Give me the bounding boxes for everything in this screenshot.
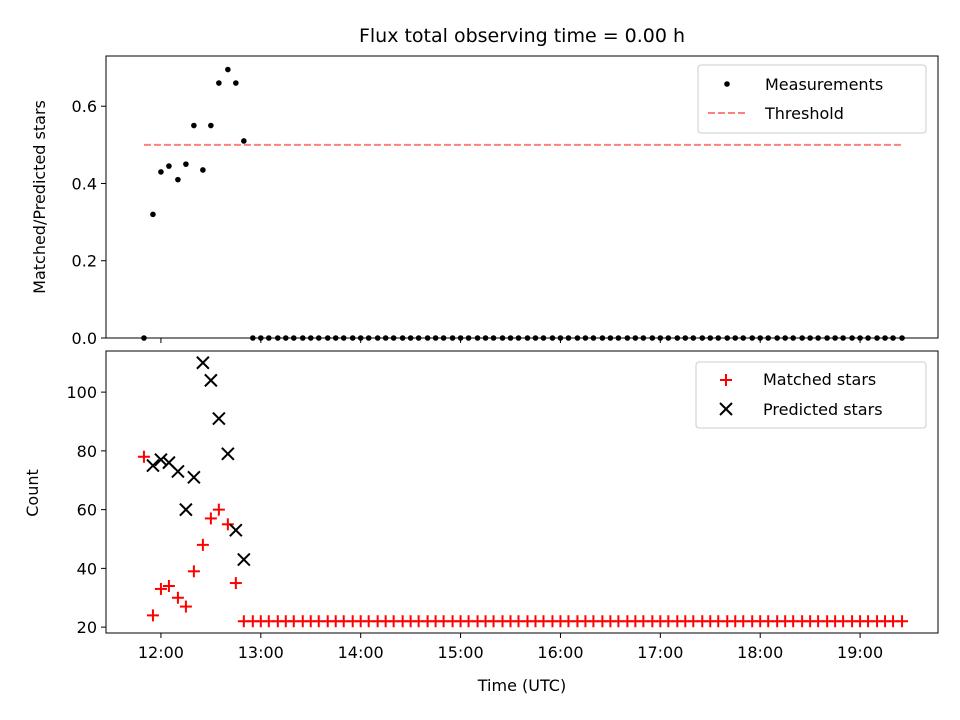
ratio-y-tick-label: 0.2 xyxy=(72,252,97,271)
predicted-stars-point xyxy=(229,523,243,537)
count-axes-frame xyxy=(105,350,939,634)
predicted-stars-point xyxy=(179,502,193,517)
measurement-point xyxy=(166,163,172,169)
measurement-point xyxy=(200,167,206,173)
matched-stars-point xyxy=(204,512,217,525)
chart-title: Flux total observing time = 0.00 h xyxy=(359,25,685,47)
predicted-stars-legend-label: Predicted stars xyxy=(763,400,883,419)
matched-stars-point xyxy=(162,580,175,592)
measurements-legend-marker xyxy=(724,81,730,87)
count-y-tick-label: 20 xyxy=(77,618,97,637)
ratio-legend: Measurements Threshold xyxy=(697,64,927,134)
count-x-tick-label: 17:00 xyxy=(637,643,683,662)
ratio-chart: Flux total observing time = 0.00 h 0.00.… xyxy=(30,25,939,348)
predicted-stars-point xyxy=(154,452,168,467)
ratio-legend-box xyxy=(697,64,927,134)
count-y-tick-label: 100 xyxy=(66,383,97,402)
ratio-y-axis: 0.0 0.2 0.4 0.6 xyxy=(72,97,106,348)
matched-stars-point xyxy=(179,600,192,613)
predicted-stars-legend-marker xyxy=(719,402,733,416)
count-legend: Matched stars Predicted stars xyxy=(695,361,927,429)
matched-stars-point xyxy=(212,503,225,516)
count-plot-area xyxy=(137,356,909,628)
count-x-axis: 12:00 13:00 14:00 15:00 16:00 17:00 18:00 19:00 xyxy=(138,633,883,662)
ratio-y-tick-label: 0.6 xyxy=(72,97,97,116)
matched-stars-point xyxy=(896,615,909,628)
count-x-axis-label: Time (UTC) xyxy=(477,676,566,695)
measurement-point xyxy=(175,176,181,183)
ratio-axes-frame xyxy=(105,55,939,339)
matched-stars-point xyxy=(229,577,242,590)
count-x-tick-label: 13:00 xyxy=(238,643,284,662)
matched-stars-legend-marker xyxy=(720,374,732,386)
count-x-tick-label: 12:00 xyxy=(138,643,184,662)
predicted-stars-point xyxy=(204,373,218,388)
count-legend-box xyxy=(695,361,927,429)
matched-stars-point xyxy=(187,565,200,578)
predicted-stars-point xyxy=(237,552,251,567)
count-y-axis: 20 40 60 80 100 xyxy=(66,383,106,637)
predicted-stars-point xyxy=(212,411,226,426)
measurement-point xyxy=(158,169,164,175)
predicted-stars-point xyxy=(196,356,210,370)
count-x-tick-label: 14:00 xyxy=(338,643,384,662)
predicted-stars-point xyxy=(171,464,185,479)
measurement-point xyxy=(191,122,197,129)
count-x-tick-label: 16:00 xyxy=(537,643,583,662)
count-x-tick-label: 15:00 xyxy=(438,643,484,662)
matched-stars-point xyxy=(196,538,209,551)
count-x-tick-label: 19:00 xyxy=(837,643,883,662)
measurement-point xyxy=(233,80,239,86)
ratio-y-axis-label: Matched/Predicted stars xyxy=(30,100,49,294)
matched-stars-point xyxy=(221,518,234,531)
ratio-y-tick-label: 0.4 xyxy=(72,174,97,193)
count-chart: 20 40 60 80 100 12:00 13:00 14:00 15:00 16:00 17:… xyxy=(23,350,939,695)
measurement-point xyxy=(241,138,247,144)
count-y-tick-label: 80 xyxy=(77,442,97,461)
measurement-point xyxy=(208,122,214,129)
count-y-tick-label: 40 xyxy=(77,559,97,578)
measurement-point xyxy=(216,80,222,86)
count-y-tick-label: 60 xyxy=(77,501,97,520)
count-y-axis-label: Count xyxy=(23,469,42,517)
matched-stars-point xyxy=(154,582,167,595)
predicted-stars-point xyxy=(187,470,201,485)
matched-stars-point xyxy=(137,450,150,463)
matched-stars-point xyxy=(171,591,184,604)
predicted-stars-point xyxy=(146,458,160,473)
measurements-legend-label: Measurements xyxy=(765,75,883,94)
measurement-point xyxy=(225,66,231,73)
ratio-y-tick-label: 0.0 xyxy=(72,329,97,348)
matched-stars-legend-label: Matched stars xyxy=(763,370,876,389)
count-x-tick-label: 18:00 xyxy=(737,643,783,662)
measurement-point xyxy=(150,211,156,218)
matched-stars-point xyxy=(146,609,159,622)
predicted-stars-point xyxy=(221,447,235,461)
measurement-point xyxy=(183,161,189,167)
threshold-legend-label: Threshold xyxy=(764,104,844,123)
ratio-x-ticks xyxy=(160,338,861,343)
